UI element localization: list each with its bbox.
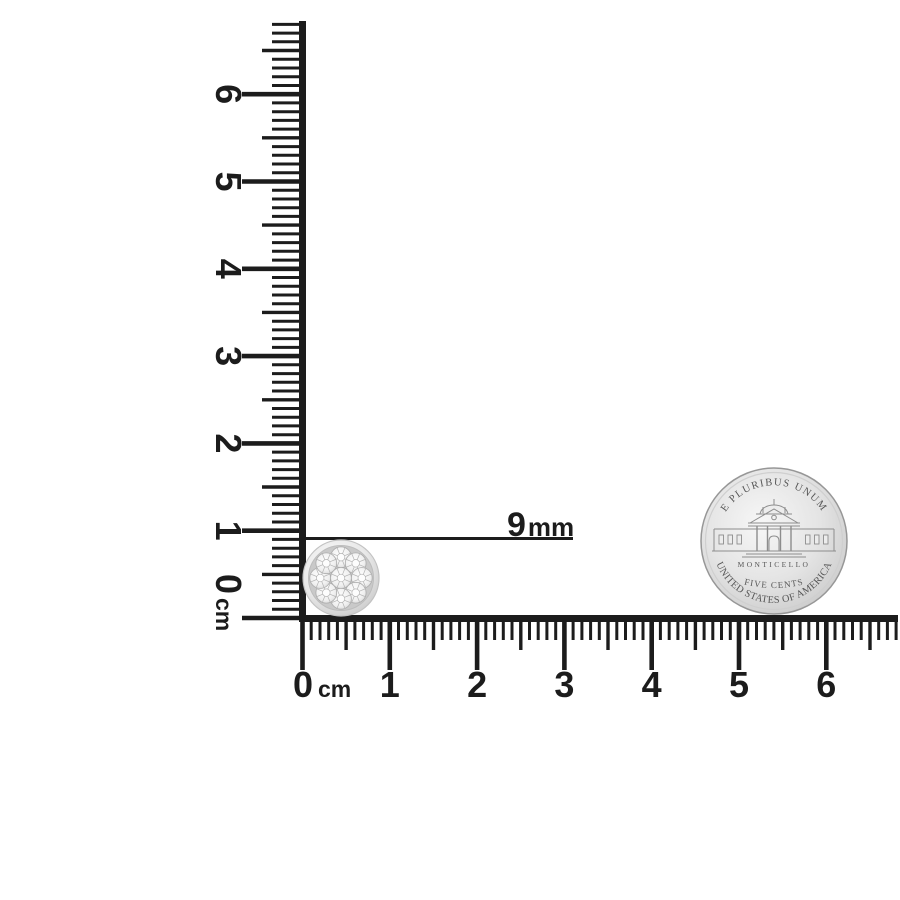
v-ruler-half-ticks: [262, 48, 306, 577]
dimension-unit: mm: [528, 512, 574, 542]
monticello-building: [712, 499, 836, 558]
vertical-ruler: 1 2 3 4 5 6 0 cm: [208, 21, 306, 631]
h-ruler-label: 5: [729, 664, 749, 705]
h-ruler-zero-label: 0: [293, 664, 313, 705]
dimension-line: [300, 537, 573, 540]
v-ruler-zero-label: 0: [208, 574, 249, 594]
nickel-coin: E PLURIBUS UNUM MONTICELLO FIVE CENTS UN…: [700, 467, 848, 615]
v-ruler-label: 3: [208, 346, 249, 366]
h-ruler-label: 4: [642, 664, 662, 705]
h-ruler-label: 1: [380, 664, 400, 705]
dimension-label: 9mm: [507, 506, 574, 544]
h-ruler-label: 2: [467, 664, 487, 705]
h-ruler-half-ticks: [344, 618, 872, 650]
h-ruler-cm-ticks: [300, 618, 829, 670]
diamond-cluster: [309, 546, 373, 610]
dimension-callout: 9mm: [300, 506, 574, 544]
v-ruler-label: 5: [208, 171, 249, 191]
dimension-value: 9: [507, 506, 526, 544]
coin-denomination: FIVE CENTS: [744, 577, 805, 590]
v-ruler-unit-label: cm: [211, 598, 237, 631]
h-ruler-mm-ticks: [309, 618, 898, 640]
earring-stud: [302, 539, 380, 617]
v-ruler-cm-ticks: [242, 91, 306, 621]
coin-building-label: MONTICELLO: [738, 560, 811, 569]
h-ruler-label: 6: [816, 664, 836, 705]
horizontal-ruler: 1 2 3 4 5 6 0 cm: [293, 615, 898, 705]
v-ruler-mm-ticks: [272, 22, 306, 611]
h-ruler-unit-label: cm: [318, 676, 351, 702]
diamond-stone: [315, 552, 338, 575]
coin-face: [700, 467, 848, 615]
coin-rim-line: [704, 471, 844, 611]
v-ruler-label: 1: [208, 521, 249, 541]
v-ruler-label: 2: [208, 433, 249, 453]
h-ruler-label: 3: [554, 664, 574, 705]
v-ruler-label: 6: [208, 84, 249, 104]
v-ruler-label: 4: [208, 259, 249, 279]
